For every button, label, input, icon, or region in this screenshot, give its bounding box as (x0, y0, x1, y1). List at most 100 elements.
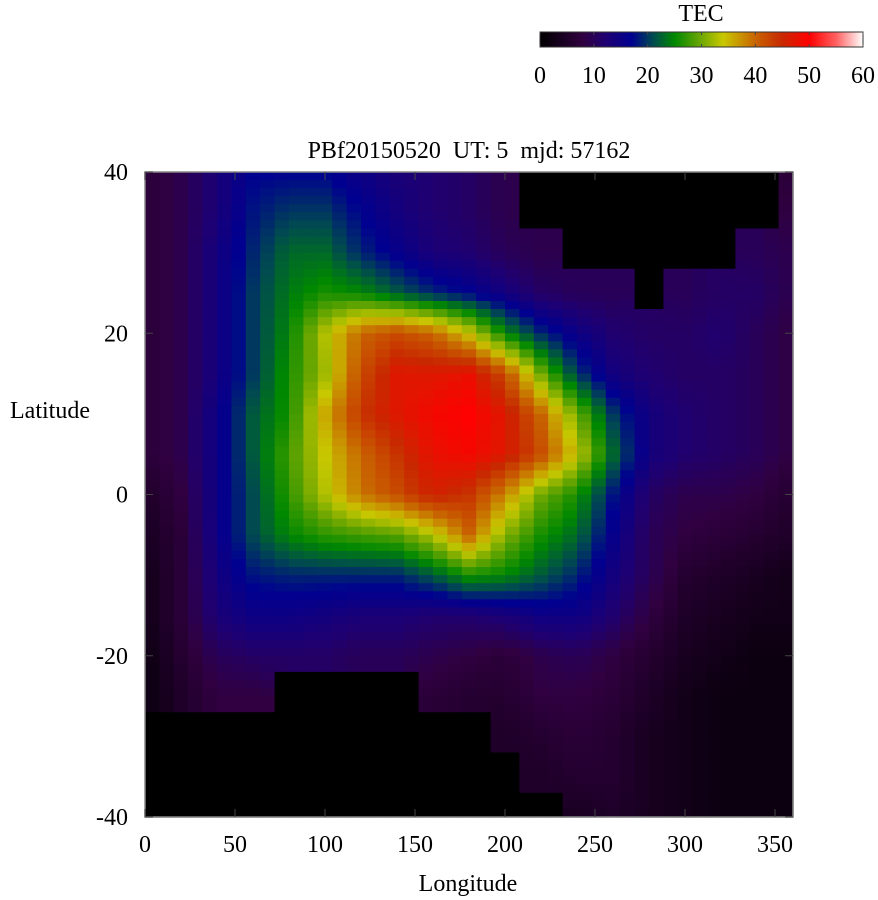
heatmap-cell (260, 736, 276, 746)
heatmap-cell (260, 663, 276, 673)
heatmap-cell (303, 792, 319, 802)
heatmap-cell (289, 704, 304, 713)
heatmap-cell (591, 180, 607, 189)
heatmap-cell (260, 357, 276, 367)
heatmap-cell (749, 534, 765, 544)
heatmap-cell (649, 220, 664, 230)
heatmap-cell (562, 792, 578, 802)
heatmap-cell (447, 647, 463, 657)
heatmap-cell (692, 486, 708, 496)
heatmap-cell (620, 309, 636, 318)
heatmap-cell (231, 220, 247, 230)
heatmap-cell (735, 228, 751, 238)
heatmap-cell (245, 341, 261, 350)
heatmap-cell (692, 389, 708, 399)
heatmap-cell (721, 212, 736, 221)
heatmap-cell (692, 526, 708, 536)
heatmap-cell (433, 454, 448, 463)
heatmap-cell (375, 760, 391, 770)
heatmap-cell (706, 381, 722, 391)
heatmap-cell (274, 389, 290, 399)
heatmap-cell (274, 196, 290, 205)
heatmap-cell (433, 284, 448, 294)
heatmap-cell (721, 615, 736, 625)
heatmap-cell (346, 220, 362, 230)
heatmap-cell (577, 478, 592, 488)
heatmap-cell (749, 301, 765, 310)
heatmap-cell (260, 276, 276, 286)
heatmap-cell (245, 260, 261, 270)
heatmap-cell (332, 470, 348, 479)
heatmap-cell (577, 413, 592, 423)
heatmap-cell (260, 510, 276, 520)
heatmap-cell (231, 615, 247, 625)
heatmap-cell (677, 647, 693, 657)
heatmap-cell (447, 333, 463, 342)
heatmap-cell (649, 623, 664, 633)
heatmap-cell (663, 792, 679, 802)
heatmap-cell (317, 744, 333, 754)
heatmap-cell (706, 720, 722, 729)
heatmap-cell (677, 430, 693, 439)
heatmap-cell (303, 333, 319, 342)
heatmap-cell (519, 808, 535, 818)
heatmap-cell (721, 244, 736, 254)
heatmap-cell (375, 252, 391, 262)
heatmap-cell (245, 550, 261, 560)
heatmap-cell (649, 317, 664, 326)
heatmap-cell (173, 204, 189, 213)
heatmap-cell (519, 421, 535, 431)
heatmap-cell (663, 768, 679, 778)
heatmap-cell (490, 244, 506, 254)
heatmap-cell (577, 397, 592, 407)
heatmap-cell (245, 220, 261, 230)
heatmap-cell (562, 292, 578, 302)
heatmap-cell (332, 631, 348, 641)
heatmap-cell (260, 349, 276, 359)
heatmap-cell (591, 220, 607, 230)
heatmap-cell (605, 462, 621, 471)
heatmap-cell (346, 679, 362, 689)
heatmap-cell (548, 768, 564, 778)
heatmap-cell (591, 381, 607, 391)
heatmap-cell (505, 438, 520, 447)
heatmap-cell (461, 639, 477, 649)
heatmap-cell (476, 196, 492, 205)
heatmap-cell (231, 776, 247, 786)
heatmap-cell (303, 454, 319, 463)
heatmap-cell (663, 728, 679, 737)
heatmap-cell (375, 575, 391, 584)
heatmap-cell (173, 696, 189, 705)
heatmap-cell (332, 389, 348, 399)
heatmap-cell (577, 671, 592, 681)
heatmap-cell (577, 381, 592, 391)
heatmap-cell (634, 220, 650, 230)
heatmap-cell (620, 365, 636, 375)
x-axis-label: Longitude (419, 871, 518, 897)
heatmap-cell (577, 655, 592, 665)
heatmap-cell (159, 615, 175, 625)
heatmap-cell (317, 623, 333, 633)
heatmap-cell (721, 720, 736, 729)
heatmap-cell (519, 671, 535, 681)
heatmap-cell (591, 341, 607, 350)
heatmap-cell (433, 591, 448, 600)
heatmap-cell (533, 768, 549, 778)
heatmap-cell (749, 615, 765, 625)
heatmap-cell (188, 696, 204, 705)
heatmap-cell (548, 679, 564, 689)
heatmap-cell (605, 204, 621, 213)
heatmap-cell (217, 615, 232, 625)
heatmap-cell (634, 446, 650, 455)
heatmap-cell (346, 196, 362, 205)
heatmap-cell (677, 784, 693, 794)
heatmap-cell (577, 567, 592, 576)
heatmap-cell (346, 575, 362, 584)
heatmap-cell (173, 639, 189, 649)
y-axis-label: Latitude (10, 398, 90, 424)
heatmap-cell (332, 349, 348, 359)
heatmap-cell (145, 486, 160, 496)
heatmap-cell (519, 502, 535, 512)
heatmap-cell (173, 599, 189, 608)
heatmap-cell (332, 204, 348, 213)
